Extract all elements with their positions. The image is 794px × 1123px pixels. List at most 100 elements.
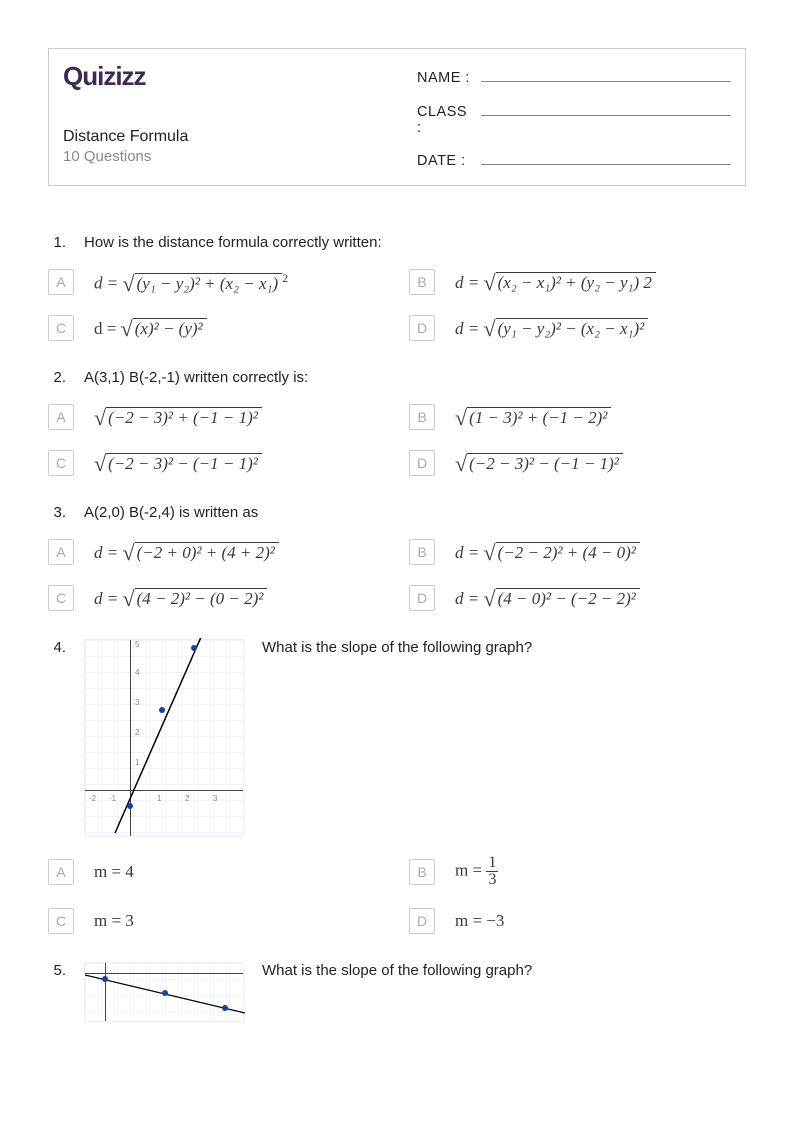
- formula-prefix: d =: [94, 543, 122, 562]
- question-4: 4. 1 2 3 4 5 -2 -1 1 2 3 What is the slo…: [48, 639, 746, 837]
- formula-d: d = √(y₁ − y₂)² − (x₂ − x₁)²: [455, 318, 648, 339]
- option-letter: D: [409, 908, 435, 934]
- q2-options: A √(−2 − 3)² + (−1 − 1)² B √(1 − 3)² + (…: [48, 404, 746, 476]
- formula-body: (y₁ − y₂)² − (x₂ − x₁)²: [498, 319, 645, 338]
- tick: -1: [109, 794, 116, 803]
- formula-body: (y₁ − y₂)² + (x₂ − x₁): [137, 274, 278, 293]
- formula-b: √(1 − 3)² + (−1 − 2)²: [455, 407, 611, 428]
- q1-option-c[interactable]: C d = √(x)² − (y)²: [48, 315, 385, 341]
- q3-options: A d = √(−2 + 0)² + (4 + 2)² B d = √(−2 −…: [48, 539, 746, 611]
- formula-body: (4 − 0)² − (−2 − 2)²: [498, 589, 636, 608]
- question-number: 4.: [48, 639, 66, 656]
- tick: 3: [213, 794, 217, 803]
- option-letter: A: [48, 404, 74, 430]
- formula-d: d = √(4 − 0)² − (−2 − 2)²: [455, 588, 640, 609]
- q1-option-a[interactable]: A d = √(y₁ − y₂)² + (x₂ − x₁)2: [48, 269, 385, 295]
- name-label: NAME :: [417, 70, 475, 86]
- date-line[interactable]: [481, 148, 731, 165]
- name-field-row: NAME :: [417, 65, 731, 86]
- question-number: 3.: [48, 504, 66, 521]
- formula-prefix: m =: [455, 861, 486, 880]
- formula-body: (−2 − 3)² − (−1 − 1)²: [108, 454, 258, 473]
- option-letter: C: [48, 450, 74, 476]
- q2-option-d[interactable]: D √(−2 − 3)² − (−1 − 1)²: [409, 450, 746, 476]
- q2-option-a[interactable]: A √(−2 − 3)² + (−1 − 1)²: [48, 404, 385, 430]
- q4-option-b[interactable]: B m = 13: [409, 855, 746, 888]
- question-number: 2.: [48, 369, 66, 386]
- worksheet-title: Distance Formula: [63, 128, 188, 146]
- q3-option-c[interactable]: C d = √(4 − 2)² − (0 − 2)²: [48, 585, 385, 611]
- tick: 5: [135, 640, 139, 649]
- option-letter: D: [409, 315, 435, 341]
- question-number: 1.: [48, 234, 66, 251]
- formula-body: (−2 − 3)² − (−1 − 1)²: [469, 454, 619, 473]
- point-c: [191, 645, 197, 651]
- q1-option-b[interactable]: B d = √(x₂ − x₁)² + (y₂ − y₁) 2: [409, 269, 746, 295]
- date-field-row: DATE :: [417, 148, 731, 169]
- frac-den: 3: [486, 872, 498, 888]
- question-5: 5. What is the slope of the following gr…: [48, 962, 746, 1022]
- formula-a: m = 4: [94, 862, 134, 882]
- question-text: What is the slope of the following graph…: [262, 962, 532, 979]
- formula-c: d = √(4 − 2)² − (0 − 2)²: [94, 588, 267, 609]
- q2-option-c[interactable]: C √(−2 − 3)² − (−1 − 1)²: [48, 450, 385, 476]
- formula-prefix: d =: [94, 274, 122, 293]
- formula-body: (x)² − (y)²: [135, 319, 203, 338]
- formula-sup: 2: [282, 271, 288, 285]
- tick: 1: [135, 758, 139, 767]
- formula-a: d = √(−2 + 0)² + (4 + 2)²: [94, 542, 279, 563]
- option-letter: B: [409, 859, 435, 885]
- formula-c: √(−2 − 3)² − (−1 − 1)²: [94, 453, 262, 474]
- formula-b: m = 13: [455, 855, 498, 888]
- q1-option-d[interactable]: D d = √(y₁ − y₂)² − (x₂ − x₁)²: [409, 315, 746, 341]
- formula-prefix: d =: [455, 589, 483, 608]
- point-a: [102, 976, 108, 982]
- question-2: 2. A(3,1) B(-2,-1) written correctly is:: [48, 369, 746, 386]
- q2-option-b[interactable]: B √(1 − 3)² + (−1 − 2)²: [409, 404, 746, 430]
- q3-option-b[interactable]: B d = √(−2 − 2)² + (4 − 0)²: [409, 539, 746, 565]
- option-letter: A: [48, 269, 74, 295]
- point-c: [222, 1005, 228, 1011]
- tick: 3: [135, 698, 139, 707]
- option-letter: C: [48, 908, 74, 934]
- tick: 4: [135, 668, 139, 677]
- header-left: Quizizz Distance Formula 10 Questions: [63, 61, 188, 169]
- q4-option-c[interactable]: C m = 3: [48, 908, 385, 934]
- question-number: 5.: [48, 962, 66, 979]
- formula-d: √(−2 − 3)² − (−1 − 1)²: [455, 453, 623, 474]
- formula-body: (−2 − 2)² + (4 − 0)²: [498, 543, 636, 562]
- q3-option-d[interactable]: D d = √(4 − 0)² − (−2 − 2)²: [409, 585, 746, 611]
- point-b: [162, 990, 168, 996]
- formula-d: m = −3: [455, 911, 504, 931]
- formula-prefix: d =: [455, 319, 483, 338]
- question-text: How is the distance formula correctly wr…: [84, 234, 382, 251]
- formula-a: √(−2 − 3)² + (−1 − 1)²: [94, 407, 262, 428]
- class-line[interactable]: [481, 98, 731, 115]
- point-b: [159, 707, 165, 713]
- class-field-row: CLASS :: [417, 98, 731, 135]
- formula-b: d = √(x₂ − x₁)² + (y₂ − y₁) 2: [455, 272, 656, 293]
- question-count: 10 Questions: [63, 148, 188, 165]
- q4-option-a[interactable]: A m = 4: [48, 855, 385, 888]
- option-letter: C: [48, 585, 74, 611]
- formula-a: d = √(y₁ − y₂)² + (x₂ − x₁)2: [94, 271, 288, 294]
- formula-prefix: d =: [94, 319, 121, 338]
- graph-image: [84, 962, 244, 1022]
- option-letter: A: [48, 859, 74, 885]
- tick: 2: [135, 728, 139, 737]
- question-3: 3. A(2,0) B(-2,4) is written as: [48, 504, 746, 521]
- q3-option-a[interactable]: A d = √(−2 + 0)² + (4 + 2)²: [48, 539, 385, 565]
- formula-c: m = 3: [94, 911, 134, 931]
- option-letter: D: [409, 585, 435, 611]
- option-letter: D: [409, 450, 435, 476]
- question-text: A(3,1) B(-2,-1) written correctly is:: [84, 369, 308, 386]
- option-letter: A: [48, 539, 74, 565]
- worksheet-header: Quizizz Distance Formula 10 Questions NA…: [48, 48, 746, 186]
- question-text: A(2,0) B(-2,4) is written as: [84, 504, 258, 521]
- name-line[interactable]: [481, 65, 731, 82]
- q4-option-d[interactable]: D m = −3: [409, 908, 746, 934]
- formula-body: (1 − 3)² + (−1 − 2)²: [469, 408, 607, 427]
- formula-body: (4 − 2)² − (0 − 2)²: [137, 589, 264, 608]
- formula-c: d = √(x)² − (y)²: [94, 318, 207, 339]
- plot-line: [105, 638, 225, 838]
